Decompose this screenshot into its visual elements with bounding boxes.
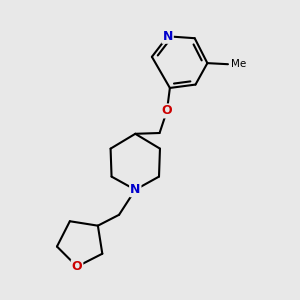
Text: N: N: [130, 183, 140, 196]
Text: N: N: [162, 30, 173, 43]
Text: O: O: [162, 104, 172, 117]
Text: O: O: [72, 260, 82, 273]
Text: Me: Me: [231, 59, 246, 69]
